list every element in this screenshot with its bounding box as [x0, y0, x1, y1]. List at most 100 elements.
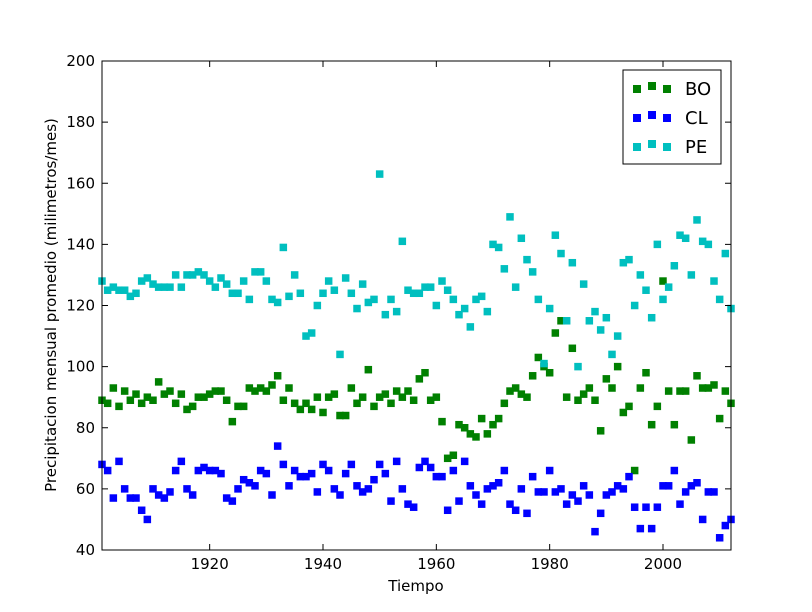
point-pe-1943: [336, 350, 344, 359]
point-pe-2003: [676, 231, 684, 239]
point-bo-1961: [438, 417, 446, 426]
point-pe-1980: [545, 304, 554, 313]
point-bo-1929: [256, 384, 265, 392]
point-pe-2011: [721, 249, 730, 258]
point-bo-1937: [302, 399, 310, 408]
point-bo-2002: [670, 420, 679, 429]
point-bo-1954: [398, 393, 407, 401]
point-bo-1963: [449, 451, 458, 460]
point-bo-1990: [602, 375, 611, 383]
point-pe-1907: [132, 289, 140, 298]
point-pe-1981: [551, 231, 560, 239]
point-cl-1908: [137, 506, 146, 515]
point-pe-1958: [421, 283, 429, 291]
point-bo-2000: [659, 277, 667, 285]
point-cl-1914: [171, 466, 180, 475]
point-cl-1922: [217, 469, 225, 478]
point-bo-1918: [194, 393, 203, 401]
point-bo-2006: [693, 372, 701, 380]
point-cl-1920: [205, 466, 214, 475]
point-pe-1987: [585, 317, 594, 325]
point-cl-1933: [279, 460, 288, 469]
y-tick-label-160: 160: [66, 174, 95, 192]
point-bo-1955: [404, 387, 412, 395]
point-bo-1924: [228, 417, 237, 426]
point-cl-1959: [426, 463, 435, 472]
series-pe: [98, 170, 735, 371]
point-cl-1950: [375, 460, 384, 469]
point-bo-1922: [217, 387, 225, 395]
point-pe-1994: [625, 255, 633, 264]
point-cl-1988: [591, 527, 599, 536]
point-cl-2011: [721, 521, 730, 530]
point-bo-1930: [262, 387, 271, 395]
y-tick-label-40: 40: [76, 541, 95, 559]
point-cl-1927: [245, 479, 254, 487]
point-cl-1934: [285, 482, 293, 490]
point-cl-1938: [307, 469, 316, 478]
point-cl-1996: [636, 524, 645, 533]
point-pe-1925: [234, 289, 242, 298]
point-cl-1982: [557, 485, 565, 493]
point-cl-1977: [528, 472, 537, 481]
point-pe-1989: [596, 326, 605, 334]
point-pe-1917: [188, 271, 197, 279]
point-bo-1985: [574, 396, 582, 404]
point-bo-1936: [296, 405, 305, 414]
point-bo-1971: [494, 414, 503, 423]
point-bo-1913: [166, 387, 174, 395]
point-pe-2005: [687, 271, 696, 279]
point-pe-1947: [358, 280, 367, 288]
point-bo-1910: [149, 396, 157, 404]
point-cl-1919: [200, 463, 208, 472]
x-tick-label-1980: 1980: [531, 555, 569, 573]
point-cl-1981: [551, 488, 560, 496]
point-bo-1915: [177, 390, 186, 398]
point-cl-1944: [341, 469, 350, 478]
legend-marker-pe: [648, 140, 656, 148]
point-cl-1903: [109, 494, 118, 502]
point-cl-1999: [653, 503, 662, 511]
legend-marker-cl: [633, 114, 641, 122]
point-cl-1995: [630, 503, 639, 511]
x-axis-label: Tiempo: [387, 577, 443, 595]
point-pe-1954: [398, 237, 407, 246]
point-bo-1987: [585, 384, 594, 392]
point-cl-1936: [296, 472, 305, 481]
point-pe-1951: [381, 310, 390, 319]
point-pe-1936: [296, 289, 305, 298]
point-cl-1997: [642, 503, 650, 511]
point-cl-1935: [290, 466, 299, 475]
y-axis-label: Precipitacion mensual promedio (milimetr…: [42, 118, 60, 492]
point-bo-1995: [630, 466, 639, 475]
point-pe-1976: [523, 255, 531, 264]
point-cl-1937: [302, 472, 310, 481]
point-bo-2008: [704, 384, 713, 392]
legend-label-cl: CL: [685, 108, 708, 129]
point-bo-1975: [517, 390, 526, 398]
point-cl-1904: [115, 457, 123, 466]
point-bo-1928: [251, 387, 259, 395]
point-pe-1962: [443, 286, 452, 294]
point-bo-1925: [234, 402, 242, 411]
point-cl-1985: [574, 497, 582, 505]
point-pe-1922: [217, 274, 225, 282]
point-cl-1976: [523, 509, 531, 518]
point-cl-1925: [234, 485, 242, 493]
point-cl-1965: [460, 457, 469, 466]
point-pe-1931: [268, 295, 276, 304]
point-cl-1906: [126, 494, 135, 502]
point-bo-1983: [562, 393, 571, 401]
point-bo-1916: [183, 405, 191, 414]
point-cl-1932: [273, 442, 282, 450]
point-pe-1928: [251, 268, 259, 276]
series-cl: [98, 442, 735, 542]
point-cl-2007: [698, 515, 707, 524]
point-pe-1946: [353, 304, 361, 313]
point-cl-2004: [681, 488, 690, 496]
point-pe-1978: [534, 295, 543, 304]
point-bo-1911: [154, 378, 163, 386]
point-bo-1973: [506, 387, 514, 395]
point-pe-1957: [415, 289, 424, 298]
